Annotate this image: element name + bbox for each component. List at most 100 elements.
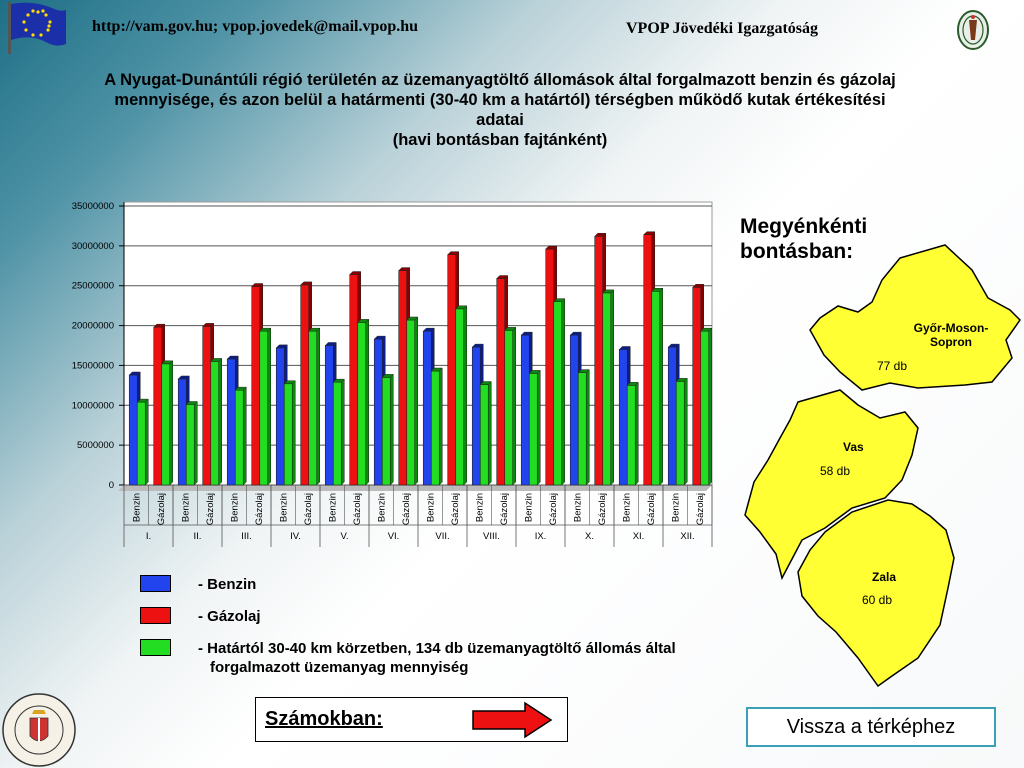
x-sub-label: Benzin — [278, 493, 289, 522]
bar — [177, 378, 187, 486]
x-sub-label: Benzin — [180, 493, 191, 522]
right-arrow-icon[interactable] — [471, 701, 555, 739]
bar-top — [545, 245, 558, 250]
bar-side — [292, 380, 296, 486]
bar-top — [332, 378, 345, 383]
bar-side — [635, 381, 639, 486]
bar — [675, 381, 685, 486]
bar-top — [300, 281, 313, 286]
county-count-gyor-moson-sopron: 77 db — [877, 359, 908, 373]
bar-top — [161, 360, 174, 365]
bar — [528, 373, 538, 486]
bar-side — [610, 289, 614, 486]
bar — [667, 346, 677, 486]
bar-top — [651, 288, 664, 292]
x-category-label: XI. — [633, 531, 645, 542]
county-vas[interactable] — [744, 389, 919, 581]
bar-top — [553, 298, 566, 302]
bar-top — [520, 331, 533, 336]
bar-top — [259, 327, 272, 332]
y-tick-label: 30000000 — [72, 241, 114, 252]
bar-side — [708, 327, 712, 486]
x-sub-label: Benzin — [523, 493, 534, 522]
anniversary-seal-icon — [2, 693, 76, 767]
bar-top — [700, 327, 713, 332]
x-category-label: IV. — [290, 531, 301, 542]
x-category-label: II. — [194, 531, 202, 542]
bar — [504, 330, 514, 486]
bar — [349, 274, 359, 486]
bar-side — [561, 298, 565, 486]
bar — [251, 286, 261, 486]
slide-title: A Nyugat-Dunántúli régió területén az üz… — [0, 70, 1000, 150]
county-count-vas: 58 db — [820, 464, 851, 478]
x-category-label: VIII. — [483, 531, 500, 542]
bar — [700, 330, 710, 486]
bar-top — [357, 319, 370, 323]
bar — [553, 301, 563, 486]
bar — [161, 363, 171, 486]
x-sub-label: Gázolaj — [156, 493, 167, 525]
plot-floor — [118, 485, 712, 491]
back-to-map-button[interactable]: Vissza a térképhez — [746, 707, 996, 747]
szamokban-label: Számokban: — [265, 708, 383, 730]
bar — [300, 284, 310, 486]
header-organization: VPOP Jövedéki Igazgatóság — [626, 20, 818, 37]
bar — [496, 278, 506, 486]
bar-top — [479, 381, 492, 385]
szamokban-panel: Számokban: — [255, 697, 568, 742]
bar — [185, 404, 195, 486]
bar-top — [283, 380, 296, 385]
x-category-label: X. — [585, 531, 594, 542]
x-sub-label: Gázolaj — [205, 493, 216, 525]
bar — [569, 334, 579, 486]
bar-top — [618, 346, 631, 350]
x-sub-label: Gázolaj — [548, 493, 559, 525]
bar — [520, 334, 530, 486]
x-category-label: VII. — [435, 531, 449, 542]
x-sub-label: Gázolaj — [646, 493, 657, 525]
bar — [422, 330, 432, 486]
bar — [602, 292, 612, 486]
x-sub-label: Benzin — [131, 493, 142, 522]
bar — [577, 372, 587, 486]
title-line-1: A Nyugat-Dunántúli régió területén az üz… — [104, 71, 896, 89]
map-heading-line-1: Megyénkénti — [740, 215, 868, 238]
bar-top — [398, 267, 411, 271]
bar-top — [577, 369, 590, 373]
header-url[interactable]: http://vam.gov.hu; vpop.jovedek@mail.vpo… — [92, 18, 419, 35]
bar-top — [234, 386, 247, 391]
county-name-vas: Vas — [843, 440, 864, 454]
bar-top — [177, 375, 190, 380]
bar-top — [128, 371, 141, 376]
y-tick-label: 20000000 — [72, 321, 114, 332]
bar — [136, 401, 146, 486]
bar — [259, 330, 269, 486]
bar-side — [537, 369, 541, 486]
bar — [406, 319, 416, 486]
bar-top — [202, 323, 215, 327]
x-sub-label: Gázolaj — [401, 493, 412, 525]
x-sub-label: Gázolaj — [352, 493, 363, 525]
bar-top — [185, 401, 198, 405]
legend-label-border-stations-line2: forgalmazott üzemanyag mennyiség — [210, 659, 469, 676]
x-sub-label: Gázolaj — [695, 493, 706, 525]
bar-side — [316, 327, 320, 486]
bar — [357, 322, 367, 486]
bar-side — [586, 368, 590, 486]
county-gyor-moson-sopron[interactable] — [809, 244, 1021, 391]
bar-side — [365, 318, 369, 486]
bar-side — [169, 360, 173, 486]
county-label-gyor-moson-sopron: Győr-Moson- Sopron — [896, 321, 1006, 349]
legend-label-border-stations: - Határtól 30-40 km körzetben, 134 db üz… — [198, 640, 676, 657]
title-line-3: adatai — [476, 111, 524, 129]
county-zala[interactable] — [797, 499, 955, 688]
x-sub-label: Gázolaj — [597, 493, 608, 525]
bar-top — [373, 335, 386, 340]
bar — [651, 290, 661, 486]
bar-side — [341, 378, 345, 486]
bar — [234, 389, 244, 486]
x-category-label: V. — [340, 531, 348, 542]
bar-top — [210, 358, 223, 362]
bar-side — [684, 377, 688, 486]
